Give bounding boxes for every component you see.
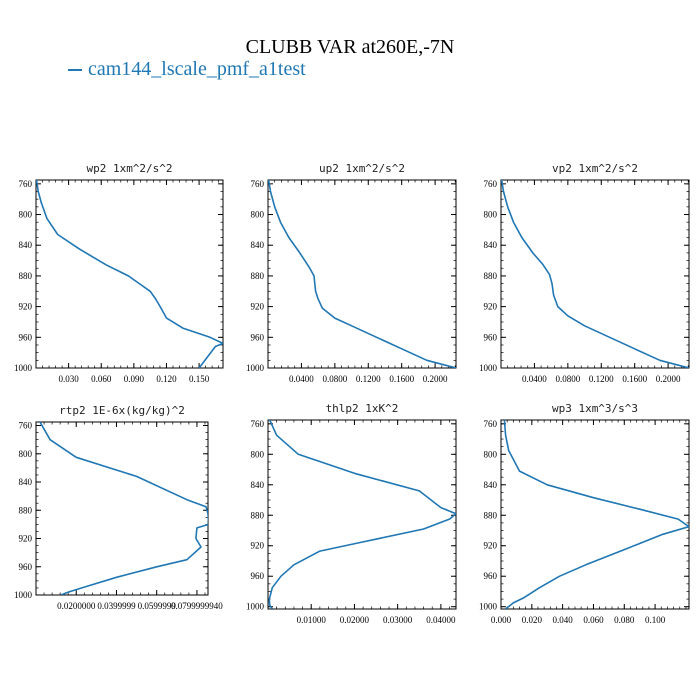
x-tick-label: 0.03000	[383, 615, 413, 625]
plot-frame	[267, 419, 457, 610]
panel-title: up2 1xm^2/s^2	[319, 162, 405, 175]
y-tick-label: 1000	[246, 602, 265, 612]
y-tick-label: 800	[251, 449, 265, 459]
y-tick-label: 920	[19, 302, 33, 312]
x-tick-label: 0.1200	[356, 374, 381, 384]
y-tick-label: 760	[251, 179, 265, 189]
y-tick-label: 840	[484, 240, 498, 250]
series-line	[268, 420, 456, 609]
panel-title: thlp2 1xK^2	[326, 402, 399, 415]
y-tick-label: 920	[251, 541, 265, 551]
legend-label: cam144_lscale_pmf_a1test	[88, 58, 306, 80]
x-tick-label: 0.1600	[389, 374, 414, 384]
series-line	[39, 422, 208, 595]
series-line	[36, 180, 223, 368]
y-tick-label: 880	[484, 510, 498, 520]
x-tick-label: 0.090	[124, 374, 145, 384]
x-tick-label: 0.1600	[622, 374, 647, 384]
x-tick-label: 0.2000	[423, 374, 448, 384]
x-tick-label: 0.1200	[589, 374, 614, 384]
x-tick-label: 0.0599999	[138, 601, 177, 611]
x-tick-label: 0.020	[522, 615, 543, 625]
x-tick-label: 0.0400	[289, 374, 314, 384]
y-tick-label: 880	[19, 505, 33, 515]
y-tick-label: 800	[19, 210, 33, 220]
plot-frame	[500, 419, 690, 610]
y-tick-label: 800	[251, 210, 265, 220]
x-tick-label: 0.100	[645, 615, 666, 625]
y-tick-label: 1000	[14, 363, 33, 373]
x-tick-label: 0.040	[553, 615, 574, 625]
y-tick-label: 1000	[479, 602, 498, 612]
legend: cam144_lscale_pmf_a1test	[68, 58, 306, 81]
y-tick-label: 920	[19, 534, 33, 544]
legend-line-swatch	[68, 69, 82, 72]
panel-title: wp2 1xm^2/s^2	[86, 162, 172, 175]
x-tick-label: 0.000	[491, 615, 512, 625]
y-tick-label: 880	[251, 510, 265, 520]
series-line	[501, 180, 689, 368]
panel-title: rtp2 1E-6x(kg/kg)^2	[59, 404, 185, 417]
x-tick-label: 0.0399999	[97, 601, 136, 611]
y-tick-label: 840	[484, 480, 498, 490]
y-tick-label: 1000	[246, 363, 265, 373]
plot-frame	[35, 421, 209, 596]
y-tick-label: 1000	[479, 363, 498, 373]
y-tick-label: 1000	[14, 590, 33, 600]
y-tick-label: 840	[19, 477, 33, 487]
y-tick-label: 960	[19, 332, 33, 342]
x-tick-label: 0.150	[189, 374, 210, 384]
x-tick-label: 0.2000	[656, 374, 681, 384]
x-tick-label: 0.060	[91, 374, 112, 384]
x-tick-label: 0.030	[58, 374, 79, 384]
plot-frame	[500, 179, 690, 369]
series-line	[268, 180, 456, 368]
x-tick-label: 0.0800	[555, 374, 580, 384]
y-tick-label: 880	[484, 271, 498, 281]
x-tick-label: 0.0799999940	[171, 601, 223, 611]
y-tick-label: 880	[19, 271, 33, 281]
x-tick-label: 0.080	[614, 615, 635, 625]
x-tick-label: 0.120	[156, 374, 177, 384]
y-tick-label: 960	[484, 571, 498, 581]
y-tick-label: 760	[484, 179, 498, 189]
x-tick-label: 0.01000	[297, 615, 327, 625]
x-tick-label: 0.0800	[322, 374, 347, 384]
y-tick-label: 960	[251, 332, 265, 342]
y-tick-label: 960	[251, 571, 265, 581]
y-tick-label: 840	[19, 240, 33, 250]
y-tick-label: 880	[251, 271, 265, 281]
y-tick-label: 760	[19, 179, 33, 189]
y-tick-label: 840	[251, 240, 265, 250]
y-tick-label: 960	[19, 562, 33, 572]
y-tick-label: 800	[19, 449, 33, 459]
y-tick-label: 760	[251, 419, 265, 429]
y-tick-label: 800	[484, 449, 498, 459]
y-tick-label: 920	[484, 541, 498, 551]
y-tick-label: 760	[19, 421, 33, 431]
x-tick-label: 0.02000	[340, 615, 370, 625]
x-tick-label: 0.0200000	[57, 601, 96, 611]
panel-title: vp2 1xm^2/s^2	[552, 162, 638, 175]
page-title: CLUBB VAR at260E,-7N	[245, 36, 455, 58]
y-tick-label: 840	[251, 480, 265, 490]
panel-title: wp3 1xm^3/s^3	[552, 402, 638, 415]
y-tick-label: 920	[251, 302, 265, 312]
x-tick-label: 0.04000	[426, 615, 456, 625]
y-tick-label: 800	[484, 210, 498, 220]
plot-frame	[267, 179, 457, 369]
y-tick-label: 920	[484, 302, 498, 312]
x-tick-label: 0.060	[583, 615, 604, 625]
x-tick-label: 0.0400	[522, 374, 547, 384]
plot-frame	[35, 179, 224, 369]
y-tick-label: 760	[484, 419, 498, 429]
series-line	[503, 420, 689, 609]
y-tick-label: 960	[484, 332, 498, 342]
